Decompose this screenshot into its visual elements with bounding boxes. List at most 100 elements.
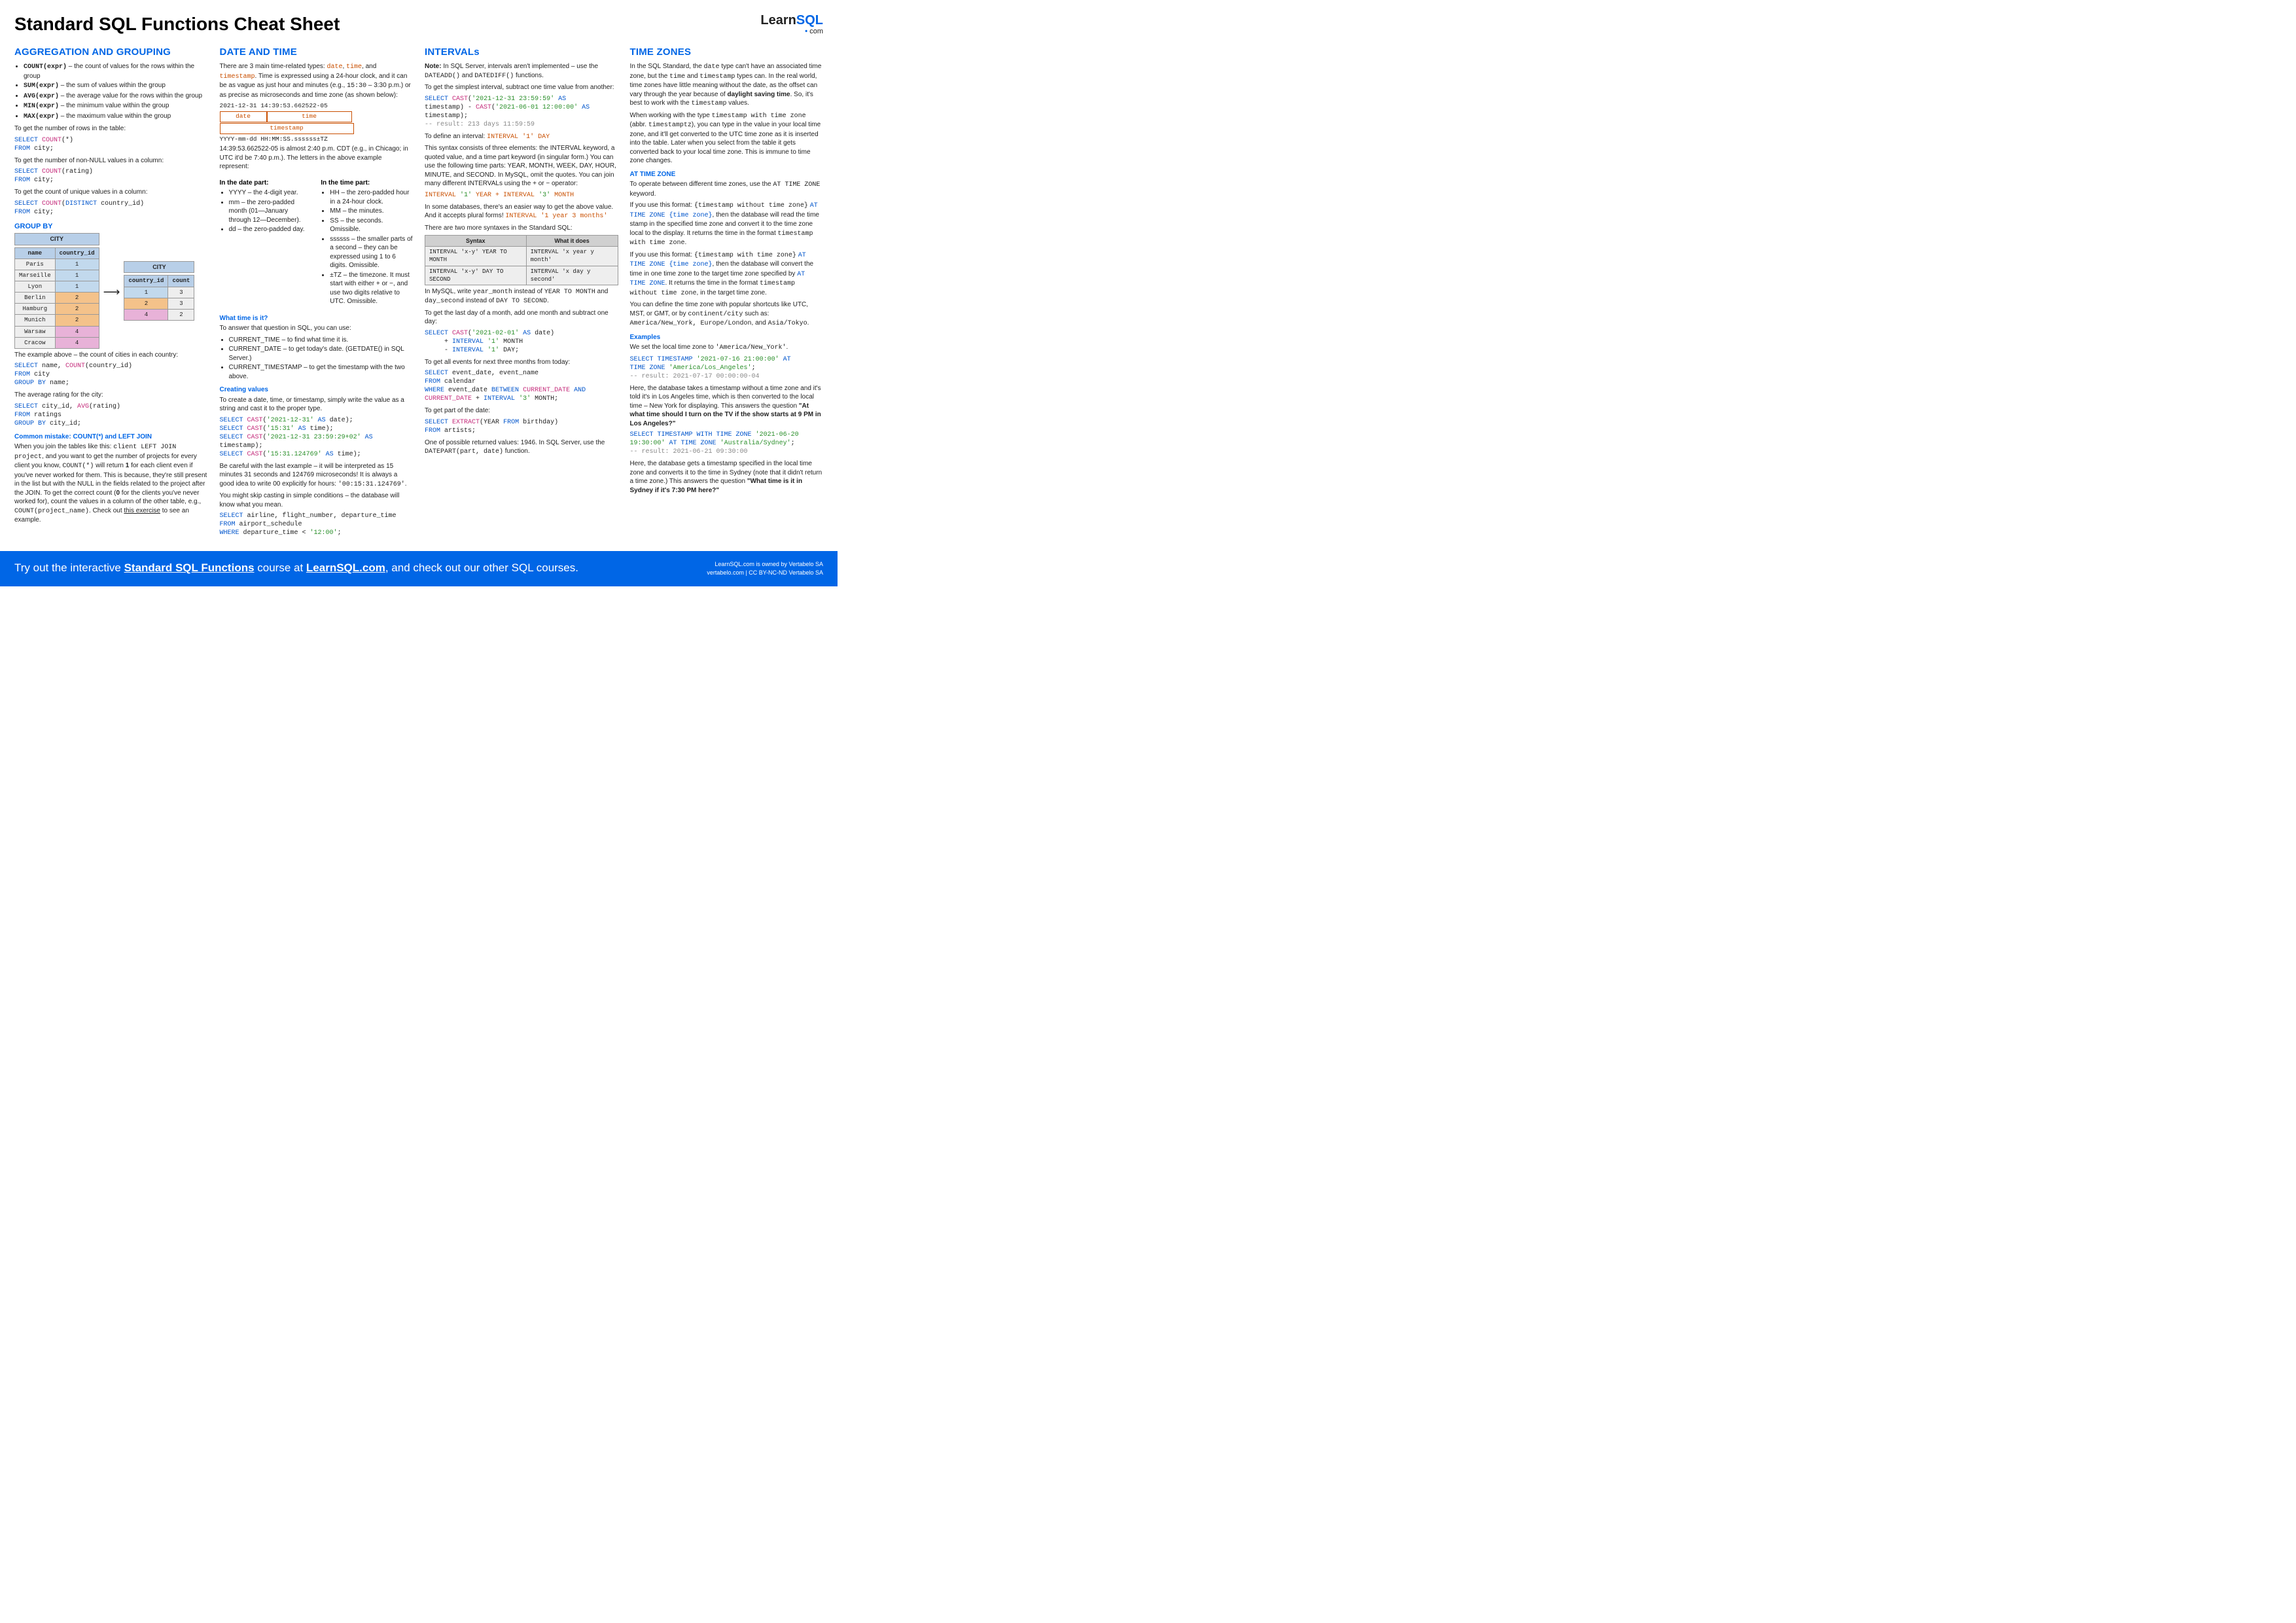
heading-timezones: TIME ZONES (630, 46, 824, 59)
p-creating: To create a date, time, or timestamp, si… (220, 396, 414, 414)
p-twomore: There are two more syntaxes in the Stand… (425, 224, 618, 233)
p-easier: In some databases, there's an easier way… (425, 203, 618, 221)
page-header: Standard SQL Functions Cheat Sheet Learn… (14, 12, 823, 37)
column-4: TIME ZONES In the SQL Standard, the date… (630, 46, 824, 541)
list-item: YYYY – the 4-digit year. (229, 188, 312, 198)
list-item: dd – the zero-padded day. (229, 225, 312, 234)
sql-lastday: SELECT CAST('2021-02-01' AS date) + INTE… (425, 329, 618, 355)
sql-events: SELECT event_date, event_name FROM calen… (425, 369, 618, 403)
content-columns: AGGREGATION AND GROUPING COUNT(expr) – t… (14, 46, 823, 541)
heading-datetime: DATE AND TIME (220, 46, 414, 59)
agg-item: SUM(expr) – the sum of values within the… (24, 81, 208, 91)
whattime-list: CURRENT_TIME – to find what time it is.C… (229, 336, 414, 382)
p-simplest: To get the simplest interval, subtract o… (425, 83, 618, 92)
city-table-title: CITY (14, 233, 99, 245)
p-dt-intro: There are 3 main time-related types: dat… (220, 62, 414, 99)
p-whattime: To answer that question in SQL, you can … (220, 324, 414, 333)
p-ex2: Here, the database gets a timestamp spec… (630, 459, 824, 495)
list-item: MM – the minutes. (330, 207, 413, 216)
footer-link-site[interactable]: LearnSQL.com (306, 562, 385, 574)
groupby-tables: CITY namecountry_idParis1Marseille1Lyon1… (14, 233, 208, 350)
count-table-title: CITY (124, 261, 194, 273)
city-table: namecountry_idParis1Marseille1Lyon1Berli… (14, 247, 99, 349)
footer-link-course[interactable]: Standard SQL Functions (124, 562, 255, 574)
page-footer: Try out the interactive Standard SQL Fun… (0, 551, 838, 586)
p-example: The example above – the count of cities … (14, 351, 208, 360)
logo: LearnSQL • com (760, 12, 823, 37)
arrow-icon: ⟶ (103, 284, 120, 300)
heading-groupby: GROUP BY (14, 222, 208, 232)
sql-count-nonnull: SELECT COUNT(rating)FROM city; (14, 168, 208, 185)
list-item: mm – the zero-padded month (01—January t… (229, 198, 312, 225)
p-define: To define an interval: INTERVAL '1' DAY (425, 132, 618, 142)
list-item: HH – the zero-padded hour in a 24-hour c… (330, 188, 413, 206)
code-join-intervals: INTERVAL '1' YEAR + INTERVAL '3' MONTH (425, 191, 618, 200)
p-part: To get part of the date: (425, 406, 618, 416)
logo-sql: SQL (796, 13, 823, 27)
logo-dot: • (805, 27, 807, 35)
column-3: INTERVALs Note: In SQL Server, intervals… (425, 46, 618, 541)
heading-attz: AT TIME ZONE (630, 170, 824, 179)
agg-item: AVG(expr) – the average value for the ro… (24, 92, 208, 101)
p-unique: To get the count of unique values in a c… (14, 188, 208, 197)
syntax-table: SyntaxWhat it doesINTERVAL 'x-y' YEAR TO… (425, 235, 618, 285)
sql-ex1: SELECT TIMESTAMP '2021-07-16 21:00:00' A… (630, 355, 824, 381)
dt-parts: In the date part: YYYY – the 4-digit yea… (220, 174, 414, 310)
footer-right: LearnSQL.com is owned by Vertabelo SA ve… (707, 560, 823, 577)
agg-item: MIN(expr) – the minimum value within the… (24, 101, 208, 111)
timestamp-diagram: 2021-12-31 14:39:53.662522-05 datetime t… (220, 102, 414, 143)
page-title: Standard SQL Functions Cheat Sheet (14, 12, 340, 37)
sql-group-name: SELECT name, COUNT(country_id)FROM cityG… (14, 362, 208, 387)
sql-count-rows: SELECT COUNT(*)FROM city; (14, 136, 208, 153)
count-table: country_idcount132342 (124, 275, 194, 321)
p-nonnull: To get the number of non-NULL values in … (14, 156, 208, 166)
p-mistake: When you join the tables like this: clie… (14, 442, 208, 525)
p-tz-work: When working with the type timestamp wit… (630, 111, 824, 166)
heading-whattime: What time is it? (220, 314, 414, 323)
p-events: To get all events for next three months … (425, 358, 618, 367)
p-syntax: This syntax consists of three elements: … (425, 144, 618, 188)
list-item: ±TZ – the timezone. It must start with e… (330, 271, 413, 306)
list-item: CURRENT_TIME – to find what time it is. (229, 336, 414, 345)
column-2: DATE AND TIME There are 3 main time-rela… (220, 46, 414, 541)
p-careful: Be careful with the last example – it wi… (220, 462, 414, 490)
list-item: CURRENT_DATE – to get today's date. (GET… (229, 345, 414, 363)
agg-item: MAX(expr) – the maximum value within the… (24, 112, 208, 122)
heading-creating: Creating values (220, 385, 414, 395)
p-fmt1: If you use this format: {timestamp witho… (630, 201, 824, 248)
p-fmt2: If you use this format: {timestamp with … (630, 251, 824, 298)
sql-avg: SELECT city_id, AVG(rating)FROM ratingsG… (14, 402, 208, 428)
heading-datepart: In the date part: (220, 179, 312, 188)
logo-learn: Learn (760, 13, 796, 27)
list-item: SS – the seconds. Omissible. (330, 217, 413, 234)
p-tz-intro: In the SQL Standard, the date type can't… (630, 62, 824, 109)
heading-mistake: Common mistake: COUNT(*) and LEFT JOIN (14, 433, 208, 442)
sql-cast: SELECT CAST('2021-12-31' AS date); SELEC… (220, 416, 414, 459)
list-item: ssssss – the smaller parts of a second –… (330, 235, 413, 270)
p-note: Note: In SQL Server, intervals aren't im… (425, 62, 618, 80)
list-item: CURRENT_TIMESTAMP – to get the timestamp… (229, 363, 414, 381)
p-rows: To get the number of rows in the table: (14, 124, 208, 134)
p-shortcuts: You can define the time zone with popula… (630, 300, 824, 329)
p-mysql: In MySQL, write year_month instead of YE… (425, 287, 618, 306)
p-ex1: Here, the database takes a timestamp wit… (630, 384, 824, 429)
sql-simplest: SELECT CAST('2021-12-31 23:59:59' AS tim… (425, 95, 618, 129)
sql-ex2: SELECT TIMESTAMP WITH TIME ZONE '2021-06… (630, 431, 824, 456)
p-ex-set: We set the local time zone to 'America/N… (630, 343, 824, 353)
column-1: AGGREGATION AND GROUPING COUNT(expr) – t… (14, 46, 208, 541)
heading-intervals: INTERVALs (425, 46, 618, 59)
exercise-link[interactable]: this exercise (124, 507, 160, 514)
sql-count-distinct: SELECT COUNT(DISTINCT country_id)FROM ci… (14, 200, 208, 217)
date-part-list: YYYY – the 4-digit year.mm – the zero-pa… (229, 188, 312, 234)
p-returned: One of possible returned values: 1946. I… (425, 438, 618, 457)
logo-com: com (809, 27, 823, 35)
heading-timepart: In the time part: (321, 179, 413, 188)
sql-skip: SELECT airline, flight_number, departure… (220, 512, 414, 537)
time-part-list: HH – the zero-padded hour in a 24-hour c… (330, 188, 413, 306)
p-attz: To operate between different time zones,… (630, 180, 824, 198)
agg-list: COUNT(expr) – the count of values for th… (24, 62, 208, 121)
footer-main: Try out the interactive Standard SQL Fun… (14, 561, 578, 576)
p-almost: 14:39:53.662522-05 is almost 2:40 p.m. C… (220, 145, 414, 171)
agg-item: COUNT(expr) – the count of values for th… (24, 62, 208, 80)
sql-extract: SELECT EXTRACT(YEAR FROM birthday) FROM … (425, 418, 618, 435)
